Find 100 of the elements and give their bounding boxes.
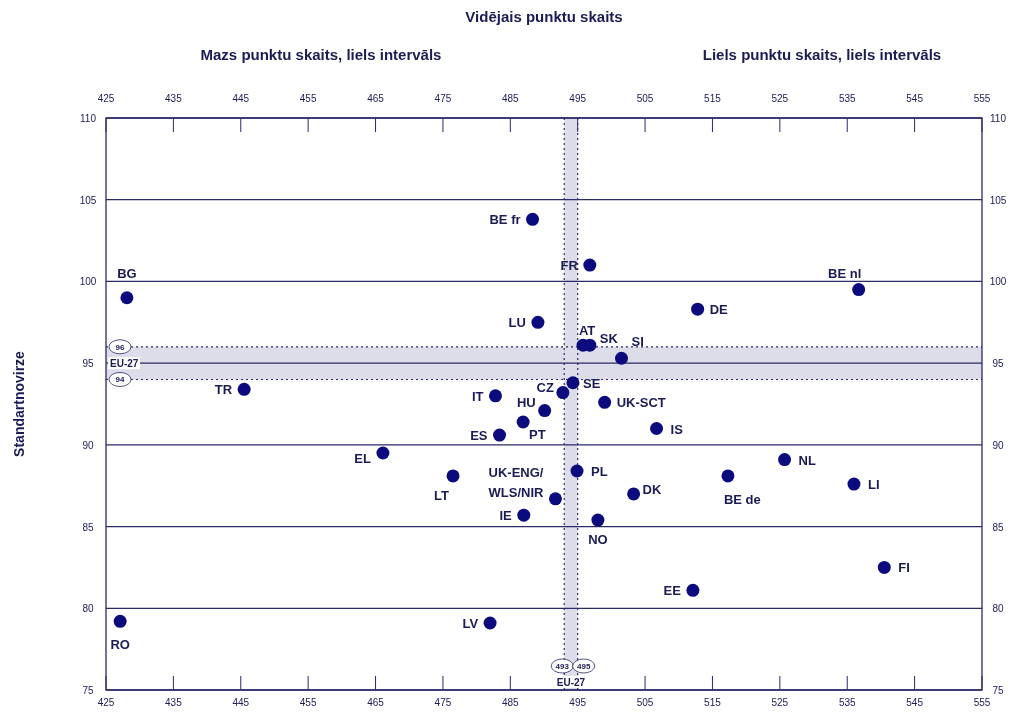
x-tick-label: 525 xyxy=(771,697,789,708)
series-label: UK-SCT xyxy=(616,395,666,411)
x2-tick-label: 545 xyxy=(906,93,924,104)
x2-tick-label: 485 xyxy=(501,93,520,104)
band-label: EU-27 xyxy=(110,358,139,370)
point xyxy=(493,428,507,442)
point xyxy=(483,616,497,630)
series-label: LU xyxy=(508,315,526,331)
point xyxy=(526,212,540,226)
y-tick-label: 75 xyxy=(82,685,94,696)
y2-tick-label: 105 xyxy=(989,194,1007,206)
point xyxy=(517,508,531,522)
series-label: AT xyxy=(578,323,596,339)
x-tick-label: 445 xyxy=(232,697,250,708)
x-tick-label: 555 xyxy=(973,697,991,708)
band-label: EU-27 xyxy=(556,677,586,688)
ref-line-label: 495 xyxy=(577,662,591,671)
point xyxy=(376,446,390,460)
y2-tick-label: 85 xyxy=(992,521,1004,533)
series-label: RO xyxy=(110,637,130,653)
x2-tick-label: 425 xyxy=(97,93,115,104)
x-tick-label: 465 xyxy=(367,697,385,708)
y2-tick-label: 90 xyxy=(992,439,1004,451)
point xyxy=(237,382,251,396)
x-tick-label: 545 xyxy=(906,697,924,708)
point xyxy=(591,513,605,527)
point xyxy=(566,376,580,390)
point xyxy=(488,389,502,403)
y2-tick-label: 110 xyxy=(990,113,1007,124)
series-label: BE de xyxy=(723,491,761,507)
point xyxy=(691,302,705,316)
series-label: SE xyxy=(582,375,601,391)
x2-axis-title: Vidējais punktu skaits xyxy=(465,8,623,25)
x2-tick-label: 495 xyxy=(569,93,587,104)
point xyxy=(650,422,664,436)
series-label: IE xyxy=(499,508,513,524)
text: Liels punktu skaits, liels intervāls xyxy=(702,46,942,63)
series-label: TR xyxy=(214,382,233,398)
x-tick-label: 425 xyxy=(97,697,115,708)
x-tick-label: 535 xyxy=(838,697,857,708)
text: Mazs punktu skaits, liels intervāls xyxy=(200,46,442,63)
point xyxy=(516,415,530,429)
x2-tick-label: 535 xyxy=(838,93,857,104)
point xyxy=(583,258,597,272)
series-label: LT xyxy=(434,487,450,503)
x-tick-label: 515 xyxy=(704,697,722,708)
series-label: EE xyxy=(663,583,682,599)
y-tick-label: 80 xyxy=(82,603,94,615)
x2-tick-label: 515 xyxy=(704,93,722,104)
series-label: BE fr xyxy=(489,212,521,228)
x2-tick-label: 435 xyxy=(165,93,183,104)
point xyxy=(877,560,891,574)
series-label: BE nl xyxy=(828,265,862,281)
series-label: DK xyxy=(642,481,663,497)
point xyxy=(778,453,792,467)
series-label: PT xyxy=(529,426,546,442)
y-tick-label: 95 xyxy=(82,358,94,370)
ref-line-label: 94 xyxy=(115,375,125,385)
series-label: SK xyxy=(599,331,619,347)
series-label: EL xyxy=(354,451,371,467)
point xyxy=(852,283,866,297)
y-tick-label: 85 xyxy=(82,521,94,533)
y2-tick-label: 75 xyxy=(992,685,1004,696)
series-label: ES xyxy=(470,428,488,444)
point xyxy=(531,315,545,329)
point xyxy=(614,351,628,365)
series-label: NO xyxy=(588,532,608,548)
series-label: UK-ENG/WLS/NIR xyxy=(488,464,545,500)
series-label: LI xyxy=(867,477,880,493)
series-label: FR xyxy=(560,258,579,274)
series-label: FI xyxy=(898,560,910,576)
series-label: BG xyxy=(117,265,137,281)
y-tick-label: 110 xyxy=(80,113,97,124)
series-label: NL xyxy=(798,452,816,468)
x-tick-label: 505 xyxy=(636,697,654,708)
x-tick-label: 495 xyxy=(569,697,587,708)
y2-tick-label: 80 xyxy=(992,603,1004,615)
point xyxy=(120,291,134,305)
point xyxy=(721,469,735,483)
ref-line-label: 493 xyxy=(555,662,570,671)
point xyxy=(538,404,552,418)
point xyxy=(548,492,562,506)
y-tick-label: 105 xyxy=(79,194,97,206)
y-tick-label: 100 xyxy=(79,276,97,288)
y2-tick-label: 100 xyxy=(989,276,1007,288)
point xyxy=(556,386,570,400)
x-tick-label: 435 xyxy=(165,697,183,708)
series-label: IS xyxy=(670,421,684,437)
y-tick-label: 90 xyxy=(82,439,94,451)
point xyxy=(446,469,460,483)
series-label: IT xyxy=(471,388,484,404)
x2-tick-label: 465 xyxy=(367,93,385,104)
x2-tick-label: 525 xyxy=(771,93,789,104)
point xyxy=(847,477,861,491)
point xyxy=(627,487,641,501)
x2-tick-label: 555 xyxy=(973,93,991,104)
x2-tick-label: 445 xyxy=(232,93,250,104)
y-axis-title: Standartnovirze xyxy=(11,350,27,457)
x-tick-label: 485 xyxy=(501,697,520,708)
x-tick-label: 475 xyxy=(434,697,452,708)
